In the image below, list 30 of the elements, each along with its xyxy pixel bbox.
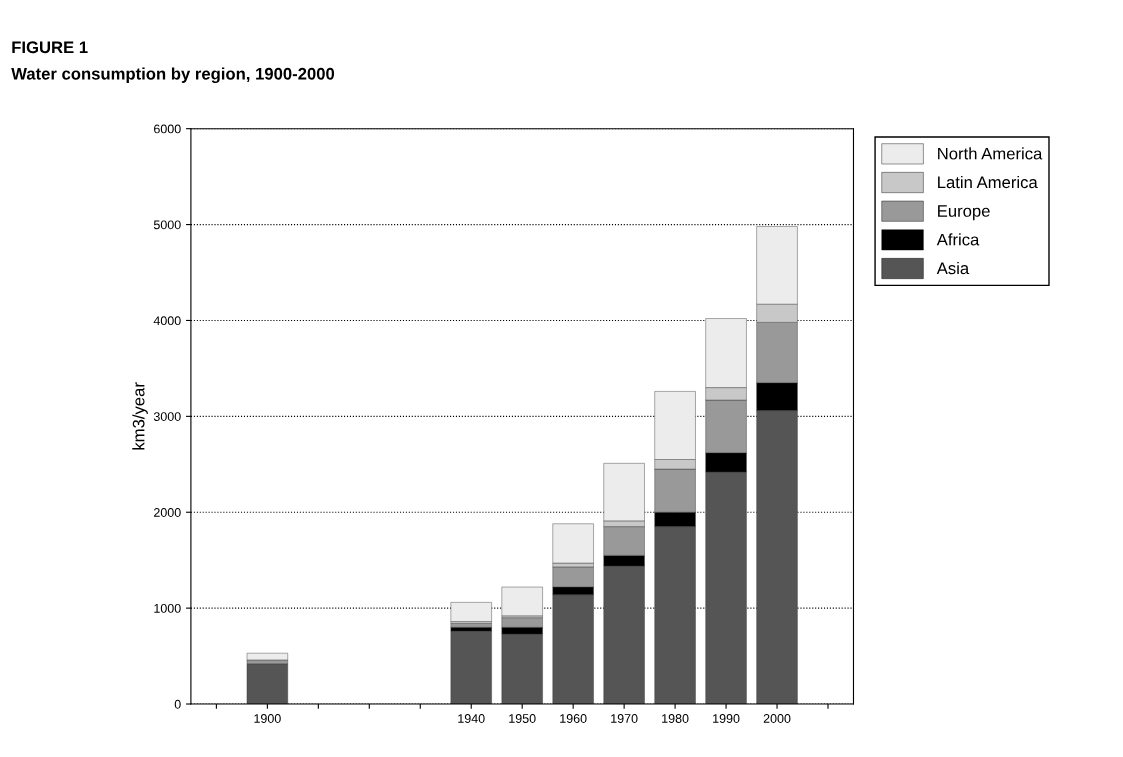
x-tick-label: 1970 <box>611 714 638 723</box>
x-tick-label: 1900 <box>254 714 281 723</box>
x-tick-label: 1980 <box>662 714 689 723</box>
x-tick-label: 1940 <box>458 714 485 723</box>
x-tick-label: 2000 <box>763 714 791 723</box>
x-tick-label: 1990 <box>713 714 740 723</box>
bar <box>501 586 543 616</box>
chart-subtitle: Water consumption by region, 1900-2000 <box>11 67 335 84</box>
y-tick-label: 1000 <box>154 603 181 613</box>
legend-label: Africa <box>936 233 980 246</box>
x-tick-label: 1960 <box>560 714 587 723</box>
x-tick-label: 1950 <box>509 714 536 723</box>
legend-label: Latin America <box>938 175 1038 189</box>
text: FIGURE 1 <box>12 41 88 54</box>
bar <box>450 623 492 628</box>
y-axis-title: km3/year <box>132 382 148 450</box>
y-tick-label: 3000 <box>153 412 181 421</box>
legend-label: Europe <box>938 205 990 221</box>
legend-label: North America <box>938 147 1043 160</box>
y-tick-label: 0 <box>174 699 181 709</box>
bar <box>450 630 492 705</box>
bar <box>552 523 594 564</box>
y-tick-label: 5000 <box>153 220 181 230</box>
y-tick-label: 6000 <box>154 124 181 134</box>
y-tick-label: 2000 <box>154 508 181 517</box>
bar <box>246 652 288 661</box>
bar <box>246 663 288 705</box>
legend-label: Asia <box>936 261 970 275</box>
bar <box>450 602 492 622</box>
y-tick-label: 4000 <box>153 316 181 326</box>
